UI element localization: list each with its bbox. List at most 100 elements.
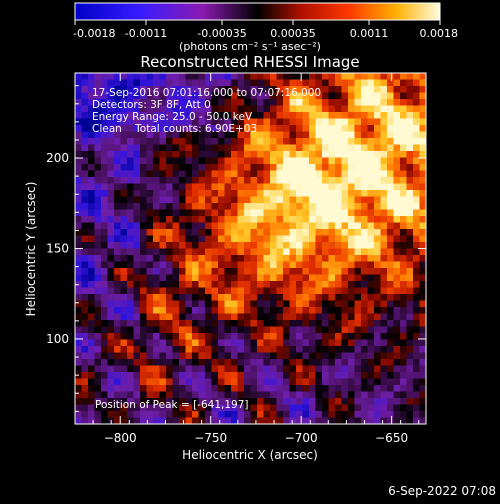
heatmap-cell [341, 216, 349, 223]
heatmap-cell [354, 352, 362, 360]
heatmap-cell [283, 183, 290, 191]
heatmap-cell [237, 391, 245, 399]
heatmap-cell [322, 281, 329, 288]
heatmap-cell [348, 177, 355, 184]
heatmap-cell [419, 307, 426, 314]
heatmap-cell [322, 125, 329, 132]
heatmap-cell [348, 105, 355, 113]
heatmap-cell [283, 365, 290, 373]
heatmap-cell [107, 203, 115, 210]
heatmap-cell [107, 164, 115, 171]
heatmap-cell [120, 170, 128, 178]
heatmap-cell [185, 86, 193, 93]
heatmap-cell [231, 92, 238, 100]
heatmap-cell [120, 333, 128, 340]
heatmap-cell [211, 365, 219, 373]
heatmap-cell [270, 398, 277, 405]
heatmap-cell [276, 294, 284, 301]
heatmap-cell [400, 287, 407, 295]
heatmap-cell [172, 378, 180, 386]
heatmap-cell [172, 203, 180, 210]
heatmap-cell [140, 261, 147, 269]
heatmap-cell [75, 222, 82, 230]
heatmap-cell [172, 151, 180, 158]
heatmap-cell [387, 203, 394, 210]
heatmap-cell [166, 417, 173, 424]
heatmap-cell [205, 216, 212, 223]
heatmap-cell [328, 242, 336, 249]
heatmap-cell [172, 235, 180, 243]
heatmap-cell [159, 385, 167, 392]
heatmap-cell [348, 190, 355, 197]
heatmap-cell [328, 183, 336, 191]
heatmap-cell [166, 294, 173, 301]
heatmap-cell [250, 118, 258, 126]
heatmap-cell [224, 222, 232, 230]
heatmap-cell [192, 313, 199, 321]
heatmap-cell [211, 385, 219, 392]
heatmap-cell [198, 157, 206, 165]
heatmap-cell [198, 222, 206, 230]
heatmap-cell [179, 287, 186, 295]
heatmap-cell [198, 333, 206, 340]
annotation-time-range: 17-Sep-2016 07:01:16.000 to 07:07:16.000 [92, 87, 321, 99]
heatmap-cell [133, 79, 141, 87]
heatmap-cell [75, 105, 82, 113]
heatmap-cell [81, 313, 89, 321]
heatmap-cell [361, 177, 368, 184]
heatmap-cell [88, 170, 95, 178]
heatmap-cell [419, 385, 426, 392]
heatmap-cell [211, 398, 219, 405]
heatmap-cell [153, 248, 160, 256]
heatmap-cell [257, 359, 264, 366]
heatmap-cell [367, 352, 375, 360]
heatmap-cell [153, 229, 160, 236]
heatmap-cell [166, 242, 173, 249]
heatmap-cell [127, 235, 134, 243]
heatmap-cell [94, 313, 102, 321]
heatmap-cell [88, 398, 95, 405]
heatmap-cell [250, 404, 258, 412]
heatmap-cell [146, 125, 154, 132]
heatmap-cell [348, 300, 355, 308]
heatmap-cell [289, 398, 297, 405]
heatmap-cell [341, 151, 349, 158]
heatmap-cell [374, 255, 381, 262]
heatmap-cell [133, 125, 141, 132]
heatmap-cell [224, 352, 232, 360]
heatmap-cell [231, 242, 238, 249]
heatmap-cell [218, 164, 225, 171]
heatmap-cell [81, 365, 89, 373]
heatmap-cell [374, 313, 381, 321]
heatmap-cell [205, 105, 212, 113]
heatmap-cell [406, 281, 414, 288]
heatmap-cell [192, 235, 199, 243]
heatmap-cell [367, 274, 375, 282]
heatmap-cell [315, 203, 323, 210]
heatmap-cell [192, 261, 199, 269]
heatmap-cell [133, 196, 141, 204]
heatmap-cell [127, 404, 134, 412]
heatmap-cell [413, 164, 420, 171]
heatmap-cell [374, 261, 381, 269]
heatmap-cell [257, 268, 264, 275]
heatmap-cell [88, 183, 95, 191]
heatmap-cell [296, 326, 303, 334]
heatmap-cell [270, 287, 277, 295]
heatmap-cell [309, 339, 316, 347]
heatmap-cell [198, 216, 206, 223]
heatmap-cell [283, 287, 290, 295]
heatmap-cell [374, 346, 381, 353]
heatmap-cell [354, 287, 362, 295]
heatmap-cell [400, 183, 407, 191]
heatmap-cell [133, 183, 141, 191]
heatmap-cell [179, 359, 186, 366]
heatmap-cell [367, 86, 375, 93]
heatmap-cell [413, 99, 420, 106]
heatmap-cell [88, 125, 95, 132]
heatmap-cell [140, 268, 147, 275]
heatmap-cell [348, 307, 355, 314]
heatmap-cell [400, 326, 407, 334]
heatmap-cell [250, 326, 258, 334]
heatmap-cell [289, 339, 297, 347]
